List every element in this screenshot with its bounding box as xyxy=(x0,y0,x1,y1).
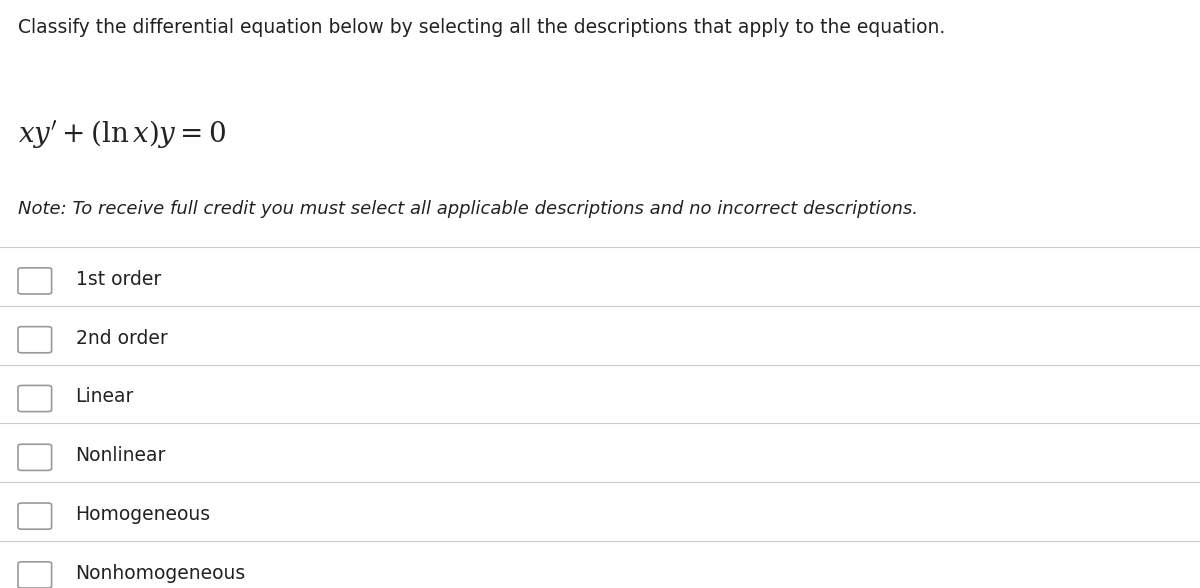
FancyBboxPatch shape xyxy=(18,562,52,588)
FancyBboxPatch shape xyxy=(18,327,52,353)
Text: 2nd order: 2nd order xyxy=(76,329,167,348)
Text: Nonlinear: Nonlinear xyxy=(76,446,166,465)
Text: Homogeneous: Homogeneous xyxy=(76,505,211,524)
FancyBboxPatch shape xyxy=(18,503,52,529)
Text: Nonhomogeneous: Nonhomogeneous xyxy=(76,564,246,583)
Text: 1st order: 1st order xyxy=(76,270,161,289)
Text: Linear: Linear xyxy=(76,387,134,406)
Text: Classify the differential equation below by selecting all the descriptions that : Classify the differential equation below… xyxy=(18,18,946,36)
Text: $xy' + (\ln x)y = 0$: $xy' + (\ln x)y = 0$ xyxy=(18,118,226,149)
FancyBboxPatch shape xyxy=(18,268,52,294)
Text: Note: To receive full credit you must select all applicable descriptions and no : Note: To receive full credit you must se… xyxy=(18,200,918,218)
FancyBboxPatch shape xyxy=(18,386,52,412)
FancyBboxPatch shape xyxy=(18,445,52,470)
